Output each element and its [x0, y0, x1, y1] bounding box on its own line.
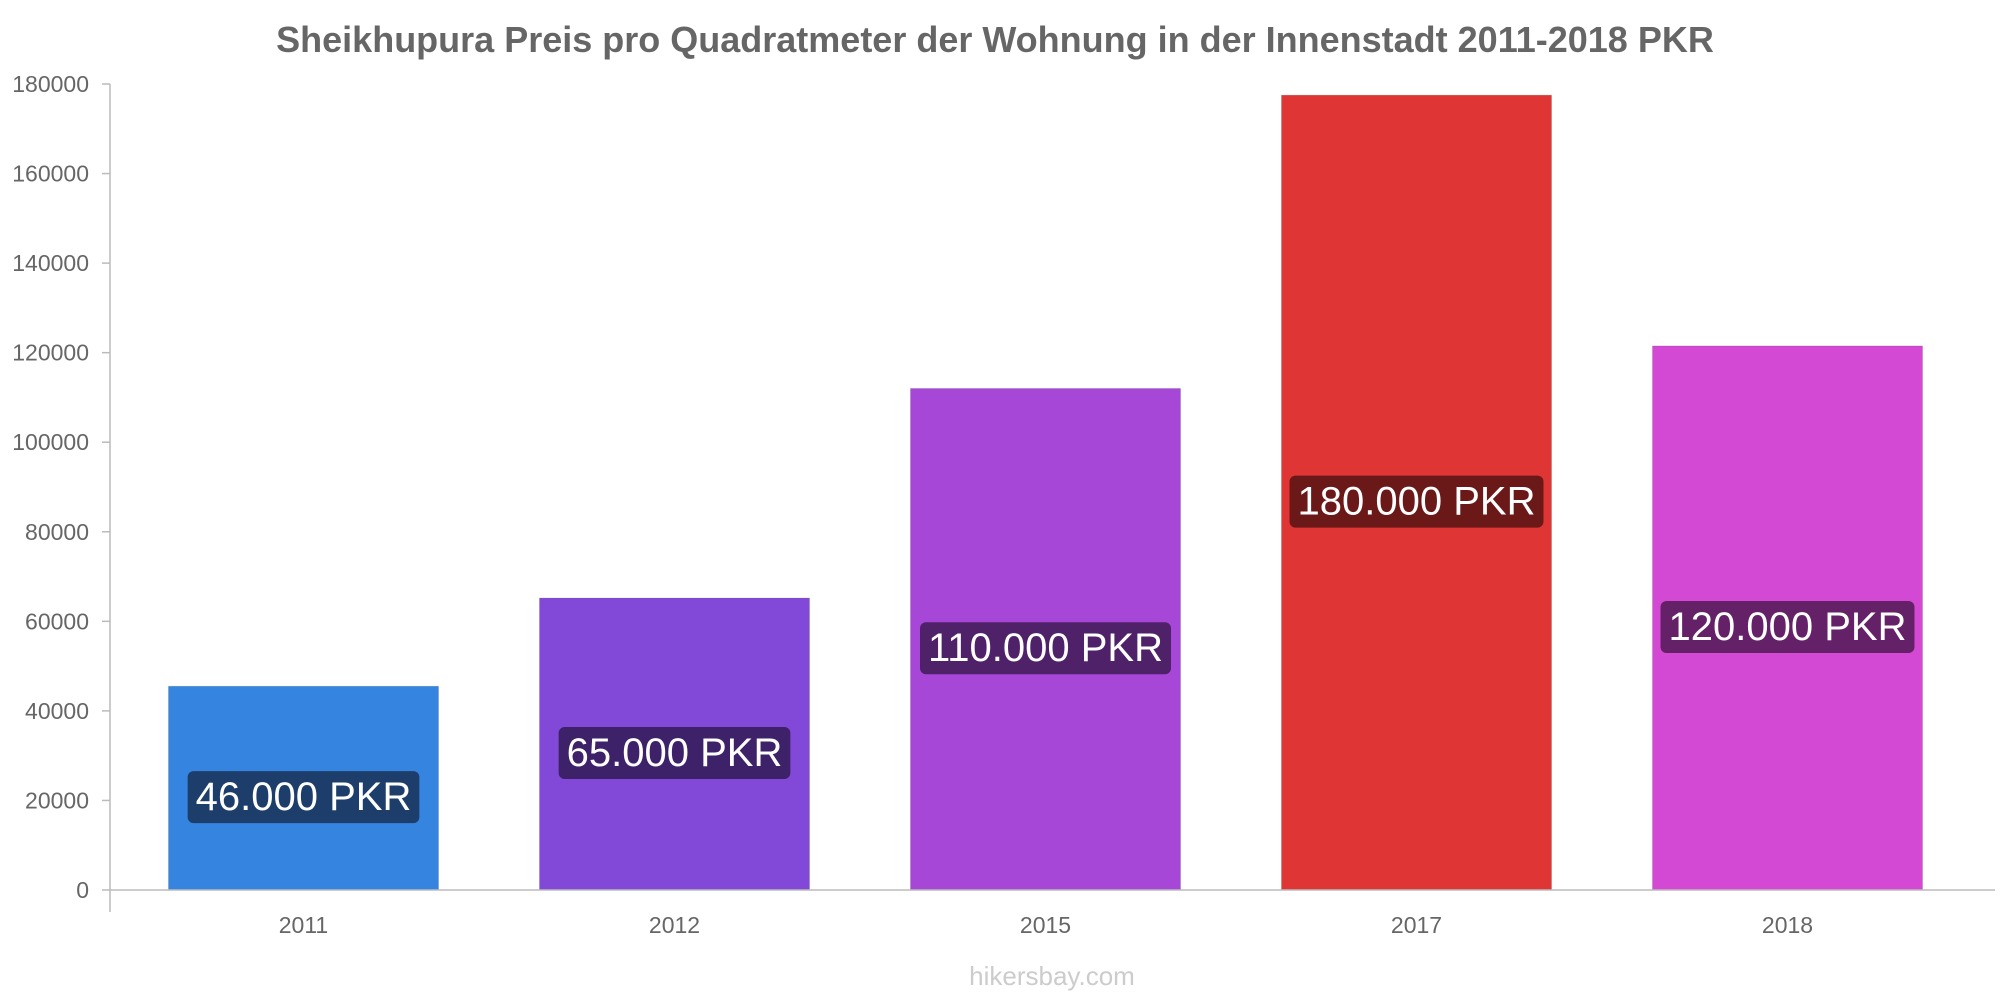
x-tick-label: 2017 — [1391, 912, 1442, 938]
axes — [109, 84, 1995, 912]
data-label-2011: 46.000 PKR — [187, 771, 420, 824]
y-tick-label: 80000 — [25, 519, 89, 545]
y-tick-label: 120000 — [12, 340, 89, 366]
data-label-2018: 120.000 PKR — [1660, 600, 1915, 653]
data-label-text: 46.000 PKR — [196, 775, 412, 819]
x-tick-label: 2018 — [1762, 912, 1813, 938]
y-tick-label: 160000 — [12, 161, 89, 187]
y-tick-label: 40000 — [25, 698, 89, 724]
bars — [168, 94, 1923, 891]
data-label-text: 120.000 PKR — [1669, 605, 1907, 649]
y-tick-label: 140000 — [12, 250, 89, 276]
y-tick-label: 100000 — [12, 429, 89, 455]
x-tick-label: 2012 — [649, 912, 700, 938]
y-axis-ticks: 0 20000 40000 60000 80000 100000 120000 140000 1… — [12, 71, 110, 903]
chart-title: Sheikhupura Preis pro Quadratmeter der W… — [276, 19, 1714, 60]
data-label-background — [920, 622, 1171, 675]
x-axis-ticks: 2011 2012 2015 2017 2018 — [279, 912, 1813, 938]
y-tick-label: 0 — [76, 877, 89, 903]
data-label-background — [558, 727, 791, 780]
data-label-2012: 65.000 PKR — [558, 727, 791, 780]
data-labels: 46.000 PKR 65.000 PKR 110.000 PKR 180.000 P… — [187, 475, 1915, 824]
y-tick-label: 20000 — [25, 787, 89, 813]
y-tick-label: 180000 — [12, 71, 89, 97]
y-tick-label: 60000 — [25, 608, 89, 634]
data-label-text: 110.000 PKR — [928, 626, 1163, 670]
x-tick-label: 2015 — [1020, 912, 1071, 938]
data-label-2015: 110.000 PKR — [920, 622, 1171, 675]
watermark: hikersbay.com — [969, 961, 1135, 991]
data-label-background — [187, 771, 420, 824]
data-label-2017: 180.000 PKR — [1289, 475, 1544, 528]
data-label-background — [1660, 600, 1915, 653]
x-tick-label: 2011 — [279, 912, 328, 938]
data-label-text: 180.000 PKR — [1298, 480, 1536, 524]
data-label-background — [1289, 475, 1544, 528]
data-label-text: 65.000 PKR — [567, 731, 783, 775]
